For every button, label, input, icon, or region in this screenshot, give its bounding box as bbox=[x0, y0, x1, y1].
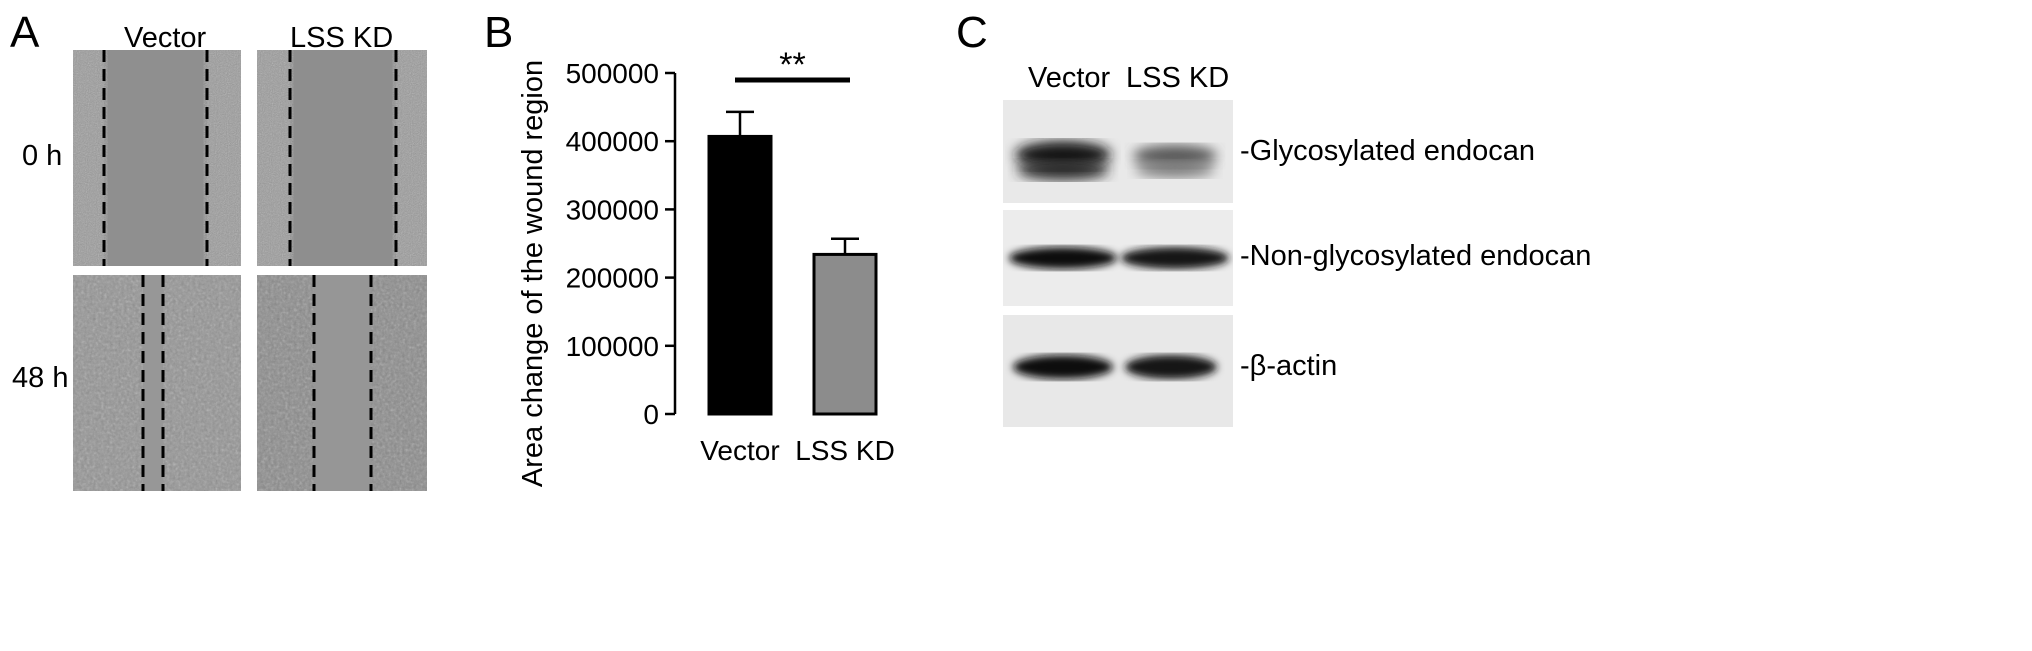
y-tick-label: 300000 bbox=[566, 194, 659, 225]
bar-vector bbox=[707, 134, 773, 416]
blot-glycosylated-endocan bbox=[1003, 100, 1233, 203]
blot-non-glycosylated-endocan bbox=[1003, 210, 1233, 306]
wound-area-bar-chart: 0 100000 200000 300000 400000 500000 Area chan… bbox=[517, 46, 895, 487]
lane-label-vector: Vector bbox=[1028, 62, 1111, 94]
blot-beta-actin bbox=[1003, 315, 1233, 427]
panel-a-letter: A bbox=[10, 8, 40, 57]
y-tick-label: 100000 bbox=[566, 331, 659, 362]
micrograph-vector-0h bbox=[73, 50, 241, 266]
y-axis-label: Area change of the wound region bbox=[517, 60, 549, 487]
band-label-beta-actin: -β-actin bbox=[1240, 350, 1338, 382]
y-tick-label: 200000 bbox=[566, 263, 659, 294]
panel-c-letter: C bbox=[956, 8, 988, 57]
panel-a-column-lsskd: LSS KD bbox=[290, 22, 394, 54]
y-tick-label: 0 bbox=[643, 399, 659, 430]
band-label-glycosylated-endocan: -Glycosylated endocan bbox=[1240, 135, 1535, 167]
panel-a-row-48h: 48 h bbox=[12, 362, 69, 394]
x-tick-label: LSS KD bbox=[795, 435, 895, 466]
bar-lss-kd bbox=[812, 252, 878, 416]
y-tick-label: 500000 bbox=[566, 58, 659, 89]
micrograph-vector-48h bbox=[73, 275, 241, 491]
x-tick-label: Vector bbox=[700, 435, 779, 466]
panel-b-letter: B bbox=[484, 8, 514, 57]
micrograph-lsskd-48h bbox=[257, 275, 427, 491]
band-label-non-glycosylated-endocan: -Non-glycosylated endocan bbox=[1240, 240, 1592, 272]
panel-a-column-vector: Vector bbox=[124, 22, 207, 54]
lane-label-lsskd: LSS KD bbox=[1126, 62, 1230, 94]
panel-a-row-0h: 0 h bbox=[22, 140, 63, 172]
significance-label: ** bbox=[779, 46, 805, 84]
y-tick-label: 400000 bbox=[566, 126, 659, 157]
micrograph-lsskd-0h bbox=[257, 50, 427, 266]
